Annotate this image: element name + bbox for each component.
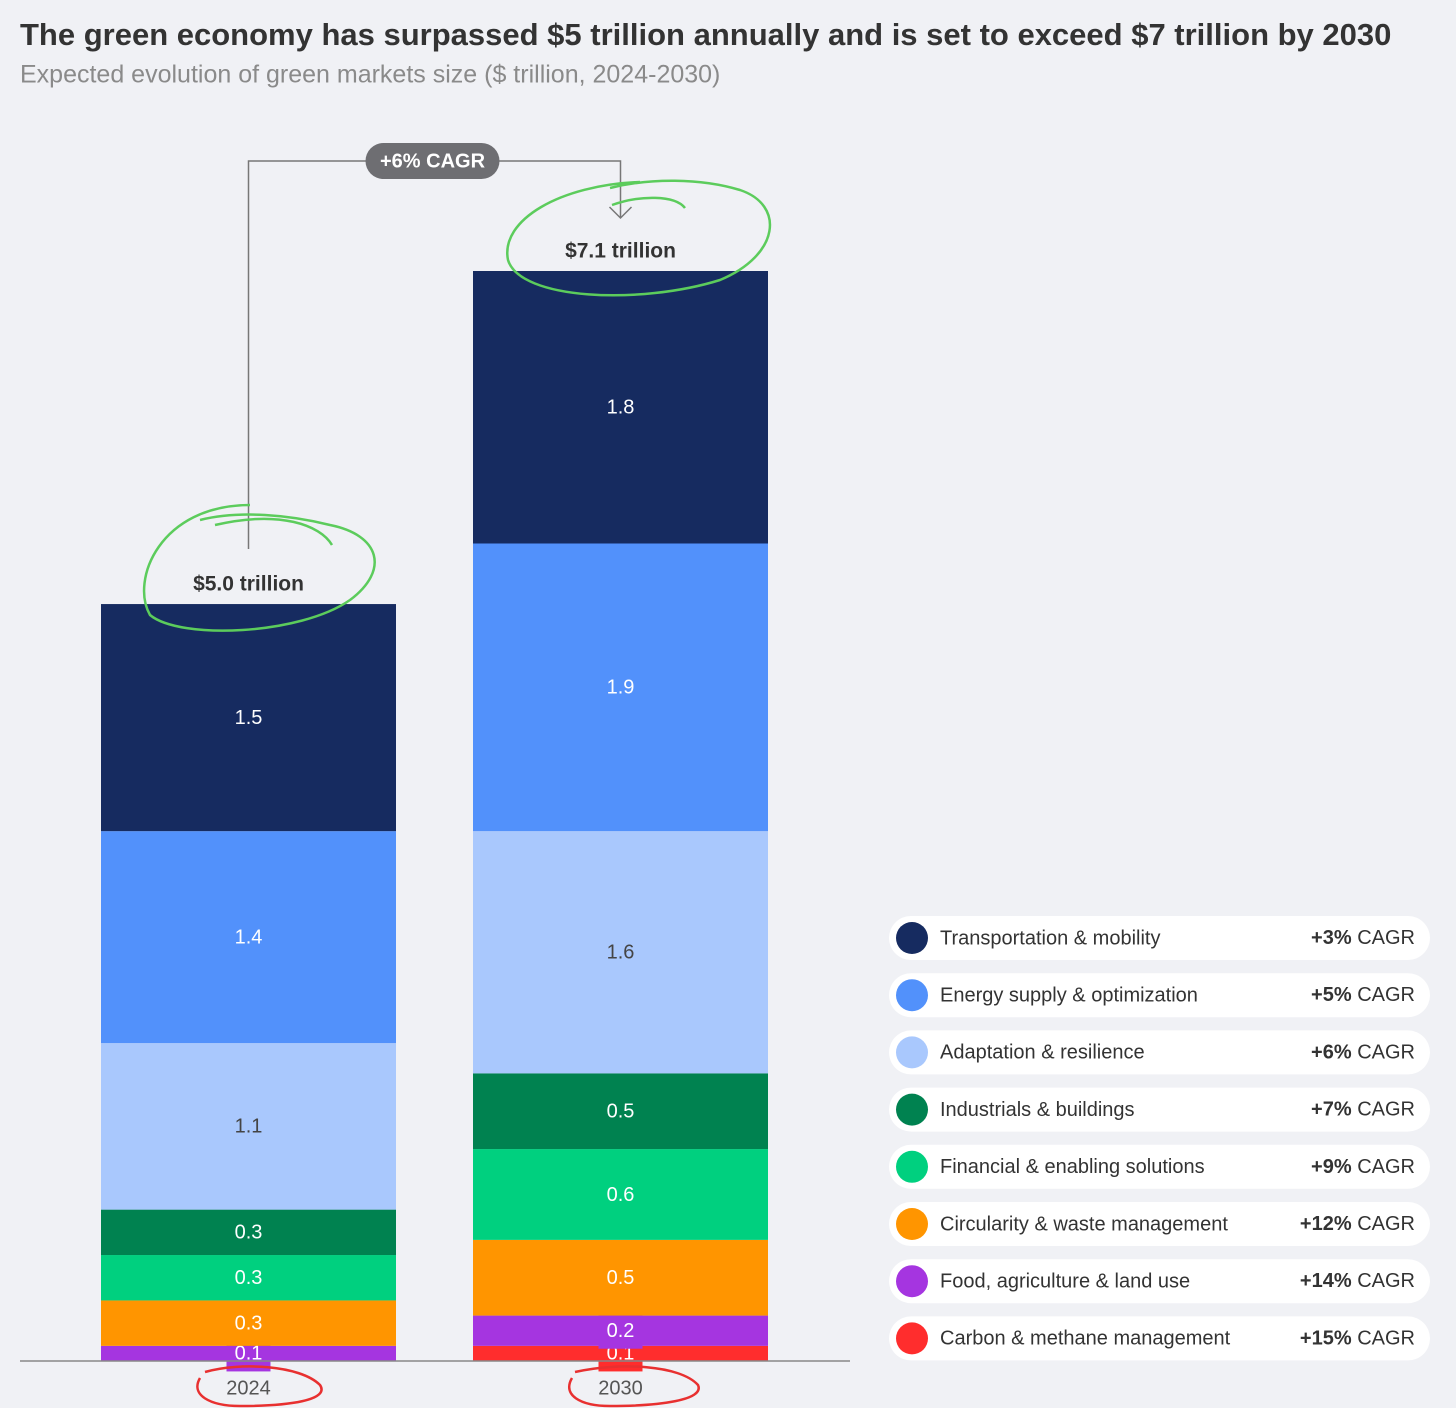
cagr-suffix: CAGR	[1357, 1156, 1415, 1178]
legend-row	[889, 1030, 1430, 1075]
legend-label: Carbon & methane management	[940, 1328, 1231, 1350]
cagr-suffix: CAGR	[1357, 927, 1415, 949]
legend-row	[889, 1316, 1430, 1361]
legend-row	[889, 1202, 1430, 1246]
bar-segment	[473, 831, 768, 1074]
growth-annotation: +6% CAGR	[380, 150, 486, 172]
value-label: 1.5	[235, 707, 263, 729]
value-label: 0.3	[235, 1312, 263, 1334]
x-tick-label: 2024	[226, 1377, 271, 1399]
value-label: 0.3	[235, 1222, 263, 1244]
bar-segment	[101, 604, 396, 832]
total-label: $7.1 trillion	[565, 240, 676, 263]
cagr-value: +14%	[1300, 1270, 1352, 1292]
value-label: 0.5	[607, 1100, 635, 1122]
bar-segment	[473, 1239, 768, 1316]
chart-subtitle: Expected evolution of green markets size…	[20, 61, 720, 89]
value-label: 1.8	[607, 397, 635, 419]
cagr-suffix: CAGR	[1357, 1328, 1415, 1350]
legend-label: Energy supply & optimization	[940, 984, 1198, 1006]
label-backdrop	[226, 1214, 271, 1251]
cagr-value: +6%	[1311, 1042, 1352, 1064]
legend-label: Financial & enabling solutions	[940, 1156, 1205, 1178]
total-label: $5.0 trillion	[193, 573, 304, 596]
legend-label: Industrials & buildings	[940, 1099, 1135, 1121]
value-label: 0.2	[607, 1320, 635, 1342]
legend-cagr: +3% CAGR	[1311, 927, 1415, 949]
growth-pill	[365, 143, 500, 179]
cagr-suffix: CAGR	[1357, 1099, 1415, 1121]
hand-circle	[196, 1365, 323, 1408]
legend-swatch	[896, 1093, 928, 1126]
legend-cagr: +12% CAGR	[1300, 1213, 1415, 1235]
chart-title: The green economy has surpassed $5 trill…	[20, 17, 1391, 52]
legend-row	[889, 916, 1430, 960]
legend: Transportation & mobility +3% CAGR Energy …	[889, 916, 1430, 1361]
value-label: 0.3	[235, 1267, 263, 1289]
legend-swatch	[896, 1036, 928, 1069]
legend-swatch	[896, 922, 928, 954]
bar-segment	[473, 543, 768, 832]
bar-segment	[473, 271, 768, 544]
legend-swatch	[896, 1150, 928, 1183]
plot: 0.1 0.3 0.3 0.3 1.1 1.4 1.5 $5.0 trillion 2024 0.…	[20, 143, 850, 1399]
legend-row	[889, 1144, 1430, 1189]
label-backdrop	[598, 1312, 643, 1349]
legend-swatch	[896, 1322, 928, 1355]
bar-segment	[101, 1043, 396, 1210]
cagr-value: +5%	[1311, 984, 1352, 1006]
legend-cagr: +7% CAGR	[1311, 1099, 1415, 1121]
legend-cagr: +15% CAGR	[1300, 1328, 1415, 1350]
legend-swatch	[896, 1265, 928, 1298]
value-label: 1.9	[607, 677, 635, 699]
hand-circle	[568, 1365, 700, 1408]
cagr-suffix: CAGR	[1357, 1270, 1415, 1292]
hand-annotations	[142, 179, 772, 1408]
cagr-value: +9%	[1311, 1156, 1352, 1178]
legend-row	[889, 1259, 1430, 1304]
legend-row	[889, 973, 1430, 1018]
legend-label: Transportation & mobility	[940, 927, 1160, 949]
label-backdrop	[226, 1259, 271, 1296]
x-tick-label: 2030	[598, 1377, 643, 1399]
cagr-value: +15%	[1300, 1328, 1352, 1350]
value-label: 0.6	[607, 1184, 635, 1206]
legend-label: Circularity & waste management	[940, 1213, 1228, 1235]
cagr-value: +12%	[1300, 1213, 1352, 1235]
cagr-value: +3%	[1311, 927, 1352, 949]
legend-row	[889, 1087, 1430, 1132]
cagr-suffix: CAGR	[1357, 984, 1415, 1006]
label-backdrop	[226, 1305, 271, 1342]
legend-swatch	[896, 979, 928, 1012]
bar-segment	[101, 831, 396, 1044]
bar-segment	[473, 1073, 768, 1150]
legend-cagr: +9% CAGR	[1311, 1156, 1415, 1178]
legend-swatch	[896, 1208, 928, 1240]
legend-label: Food, agriculture & land use	[940, 1270, 1190, 1292]
value-label: 1.1	[235, 1116, 263, 1138]
legend-label: Adaptation & resilience	[940, 1042, 1145, 1064]
cagr-suffix: CAGR	[1357, 1213, 1415, 1235]
legend-cagr: +6% CAGR	[1311, 1042, 1415, 1064]
value-label: 1.6	[607, 942, 635, 964]
hand-circle	[142, 503, 376, 632]
bar-segment	[473, 1149, 768, 1240]
value-label: 1.4	[235, 926, 263, 948]
value-label: 0.1	[235, 1343, 263, 1365]
legend-cagr: +5% CAGR	[1311, 984, 1415, 1006]
value-label: 0.5	[607, 1267, 635, 1289]
hand-circle	[506, 179, 772, 297]
cagr-value: +7%	[1311, 1099, 1352, 1121]
cagr-suffix: CAGR	[1357, 1042, 1415, 1064]
legend-cagr: +14% CAGR	[1300, 1270, 1415, 1292]
